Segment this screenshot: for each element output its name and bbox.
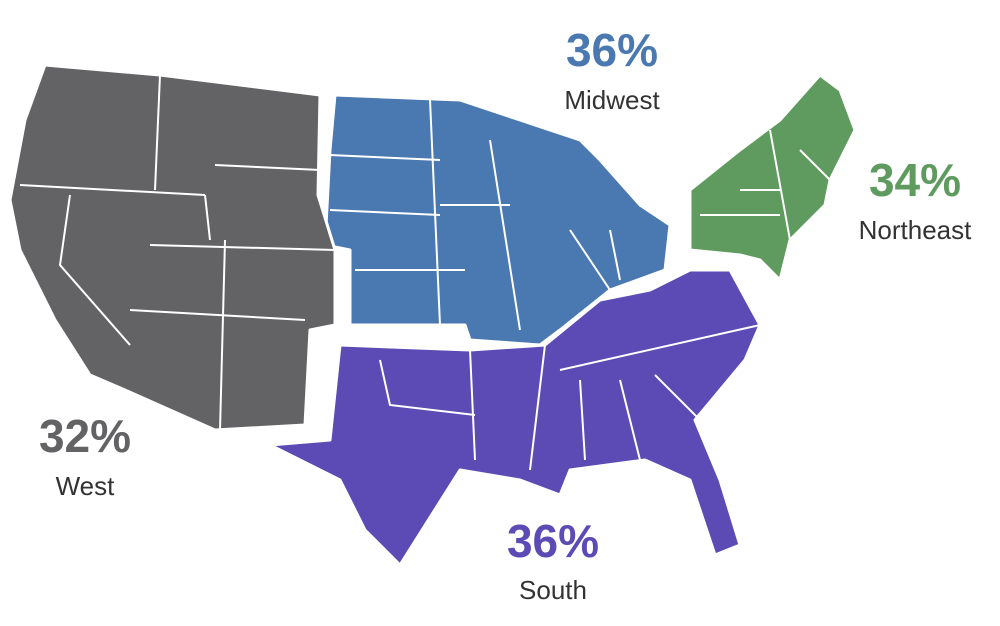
region-northeast: [688, 73, 857, 282]
region-percent: 34%: [869, 154, 961, 206]
region-percent: 36%: [566, 24, 658, 76]
state-lines: [19, 74, 831, 471]
region-name: Midwest: [564, 85, 660, 115]
region-percent: 32%: [39, 410, 131, 462]
region-name: West: [56, 471, 116, 501]
region-name: South: [519, 575, 587, 605]
region-south: [268, 268, 762, 567]
region-name: Northeast: [859, 215, 972, 245]
region-percent: 36%: [507, 515, 599, 567]
region-west: [8, 63, 337, 432]
region-midwest: [323, 93, 672, 347]
